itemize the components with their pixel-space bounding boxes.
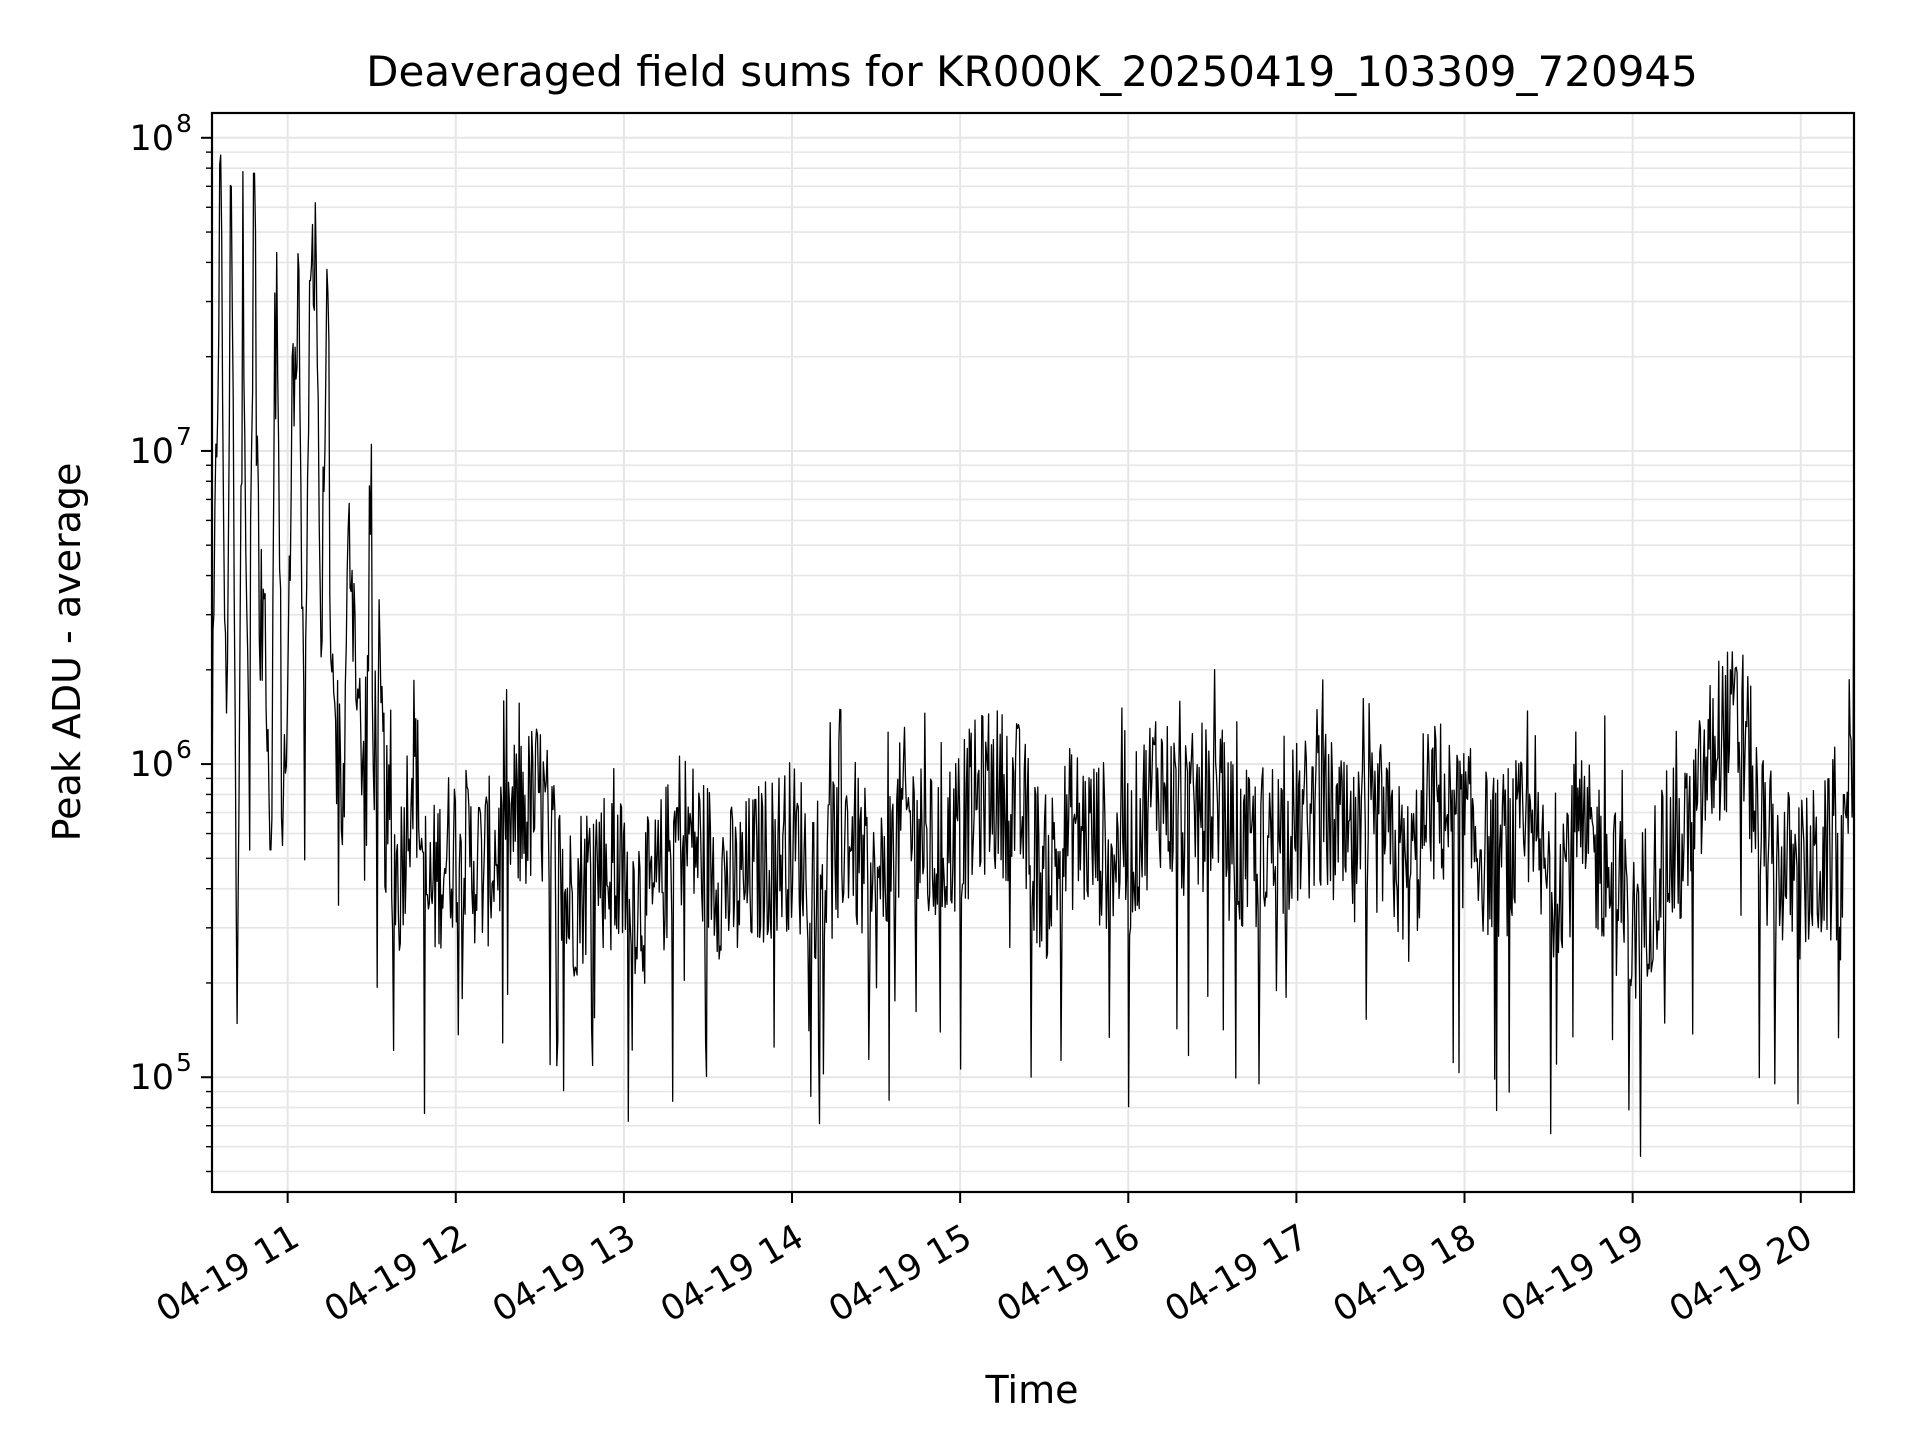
y-tick-exponent: 7 (176, 422, 192, 451)
y-tick-exponent: 6 (176, 735, 192, 764)
series-line (211, 154, 1855, 1157)
y-tick-label: 10 (129, 119, 174, 159)
plot-frame (210, 111, 1856, 1194)
data-line (211, 154, 1855, 1157)
y-tick-label: 10 (129, 1058, 174, 1098)
y-axis-label: Peak ADU - average (45, 463, 89, 842)
y-tick-label: 10 (129, 745, 174, 785)
y-tick-exponent: 8 (176, 109, 192, 138)
y-tick-exponent: 5 (176, 1048, 192, 1077)
y-tick-label: 10 (129, 432, 174, 472)
x-axis-label: Time (985, 1368, 1079, 1412)
chart-title: Deaveraged field sums for KR000K_2025041… (366, 47, 1698, 96)
